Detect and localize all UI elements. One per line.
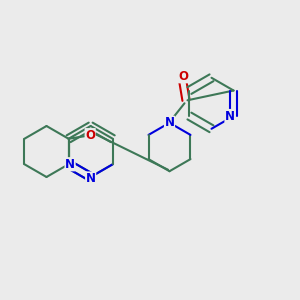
Text: N: N (225, 110, 235, 122)
Text: O: O (178, 70, 189, 83)
Text: N: N (65, 158, 75, 171)
Text: N: N (86, 172, 96, 185)
Text: O: O (85, 129, 95, 142)
Text: N: N (164, 116, 175, 129)
